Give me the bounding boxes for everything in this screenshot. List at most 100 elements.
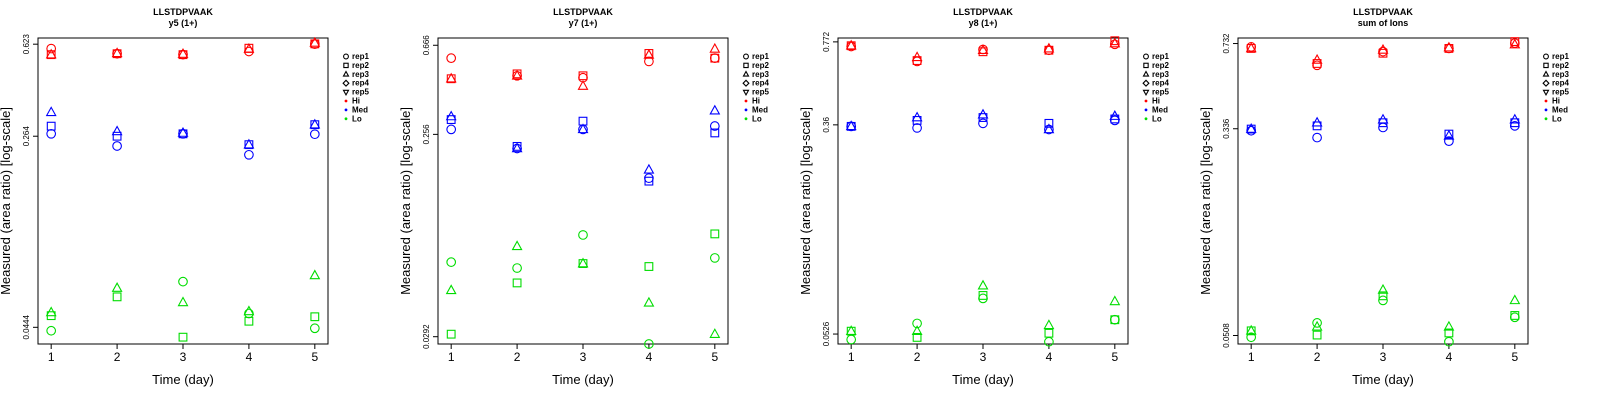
legend-label: rep1 xyxy=(1552,52,1569,61)
data-point-med-rep2 xyxy=(112,131,122,141)
data-point-med-rep2 xyxy=(178,129,188,139)
y-axis-label: Measured (area ratio) [log-scale] xyxy=(0,107,13,295)
chart-title: LLSTDPVAAK xyxy=(553,7,613,17)
data-point-lo-rep1 xyxy=(578,230,588,240)
data-point-lo-rep1 xyxy=(709,253,720,263)
data-point-lo-rep3 xyxy=(1245,324,1257,335)
legend-swatch-rep3 xyxy=(742,70,750,77)
data-point-hi-rep3 xyxy=(45,48,57,59)
plot-frame xyxy=(437,37,729,345)
x-tick-label: 1 xyxy=(848,350,855,364)
legend-label: Med xyxy=(1152,105,1168,114)
data-point-lo-rep2 xyxy=(644,262,654,271)
y-tick-label: 0.0292 xyxy=(422,324,431,349)
data-point-lo-rep1 xyxy=(244,308,254,319)
x-tick-label: 5 xyxy=(711,350,718,364)
data-point-hi-rep2 xyxy=(1444,44,1454,53)
data-point-lo-rep1 xyxy=(1444,336,1454,347)
legend-swatch-lo xyxy=(1144,117,1148,121)
data-point-lo-rep1 xyxy=(1312,318,1322,328)
y-tick-label: 0.666 xyxy=(422,35,431,56)
chart-subtitle: y7 (1+) xyxy=(569,18,598,28)
legend-label: Med xyxy=(1552,105,1568,114)
x-axis-label: Time (day) xyxy=(152,372,214,387)
legend-swatch-med xyxy=(1144,108,1148,112)
legend-label: Med xyxy=(752,105,768,114)
legend-label: rep2 xyxy=(752,61,769,70)
x-axis-label: Time (day) xyxy=(552,372,614,387)
data-point-lo-rep2 xyxy=(1510,311,1520,320)
x-tick-label: 5 xyxy=(311,350,318,364)
legend-swatch-rep5 xyxy=(342,89,350,96)
legend-swatch-med xyxy=(1544,108,1548,112)
legend-label: rep3 xyxy=(1152,70,1169,79)
data-point-lo-rep1 xyxy=(309,323,320,334)
data-point-med-rep1 xyxy=(1312,132,1322,143)
y-tick-label: 0.0508 xyxy=(1222,323,1231,348)
legend-swatch-rep5 xyxy=(1542,89,1550,96)
legend-label: Lo xyxy=(752,114,762,123)
data-point-hi-rep3 xyxy=(643,48,655,59)
data-point-med-rep1 xyxy=(112,141,122,151)
data-point-med-rep3 xyxy=(177,126,189,137)
legend-swatch-rep3 xyxy=(342,70,350,77)
data-point-hi-rep3 xyxy=(845,39,857,50)
legend-label: Hi xyxy=(1152,97,1160,106)
data-point-lo-rep3 xyxy=(1043,319,1055,330)
legend-label: Lo xyxy=(1152,114,1162,123)
data-point-med-rep1 xyxy=(1444,136,1454,147)
legend-swatch-hi xyxy=(344,99,348,103)
chart-subtitle: y8 (1+) xyxy=(969,18,998,28)
data-point-hi-rep1 xyxy=(46,43,57,54)
legend-label: Hi xyxy=(1552,97,1560,106)
data-point-lo-rep3 xyxy=(577,257,589,268)
legend-label: rep5 xyxy=(1552,88,1569,97)
y-tick-label: 0.0444 xyxy=(22,315,31,340)
data-point-hi-rep2 xyxy=(178,50,188,60)
data-point-hi-rep1 xyxy=(1312,60,1322,71)
legend-label: rep1 xyxy=(352,52,369,61)
data-point-lo-rep1 xyxy=(644,339,654,349)
x-tick-label: 3 xyxy=(580,350,587,364)
y-tick-label: 0.264 xyxy=(22,126,31,147)
data-point-med-rep1 xyxy=(978,118,988,129)
data-point-hi-rep3 xyxy=(309,36,321,47)
legend-label: rep3 xyxy=(352,70,369,79)
data-point-lo-rep3 xyxy=(1377,283,1389,294)
legend-label: rep5 xyxy=(752,88,769,97)
data-point-med-rep1 xyxy=(912,123,922,133)
data-point-lo-rep3 xyxy=(643,296,655,307)
data-point-lo-rep2 xyxy=(310,312,320,322)
data-point-lo-rep2 xyxy=(512,278,522,288)
data-point-lo-rep3 xyxy=(911,325,923,335)
legend-swatch-rep4 xyxy=(342,79,350,87)
data-point-lo-rep3 xyxy=(45,306,57,317)
legend-label: rep2 xyxy=(1152,61,1169,70)
data-point-hi-rep2 xyxy=(1110,36,1120,46)
data-point-lo-rep3 xyxy=(709,328,721,338)
data-point-med-rep3 xyxy=(709,104,721,115)
legend-label: Hi xyxy=(352,97,360,106)
legend-swatch-rep5 xyxy=(1142,89,1150,96)
legend-swatch-rep2 xyxy=(1143,62,1149,69)
data-point-med-rep1 xyxy=(446,124,457,135)
legend-swatch-rep2 xyxy=(343,62,349,69)
data-point-lo-rep1 xyxy=(512,263,522,273)
data-point-lo-rep2 xyxy=(912,332,922,342)
legend-swatch-rep5 xyxy=(742,89,750,96)
data-point-hi-rep2 xyxy=(578,71,588,81)
data-point-med-rep2 xyxy=(1044,118,1054,128)
data-point-lo-rep2 xyxy=(1444,328,1454,338)
data-point-med-rep3 xyxy=(511,142,523,153)
data-point-med-rep2 xyxy=(644,176,654,186)
data-point-lo-rep2 xyxy=(1044,328,1054,338)
legend-swatch-rep3 xyxy=(1542,70,1550,77)
data-point-lo-rep2 xyxy=(1312,330,1322,340)
data-point-lo-rep3 xyxy=(309,269,321,280)
legend-label: rep2 xyxy=(352,61,369,70)
